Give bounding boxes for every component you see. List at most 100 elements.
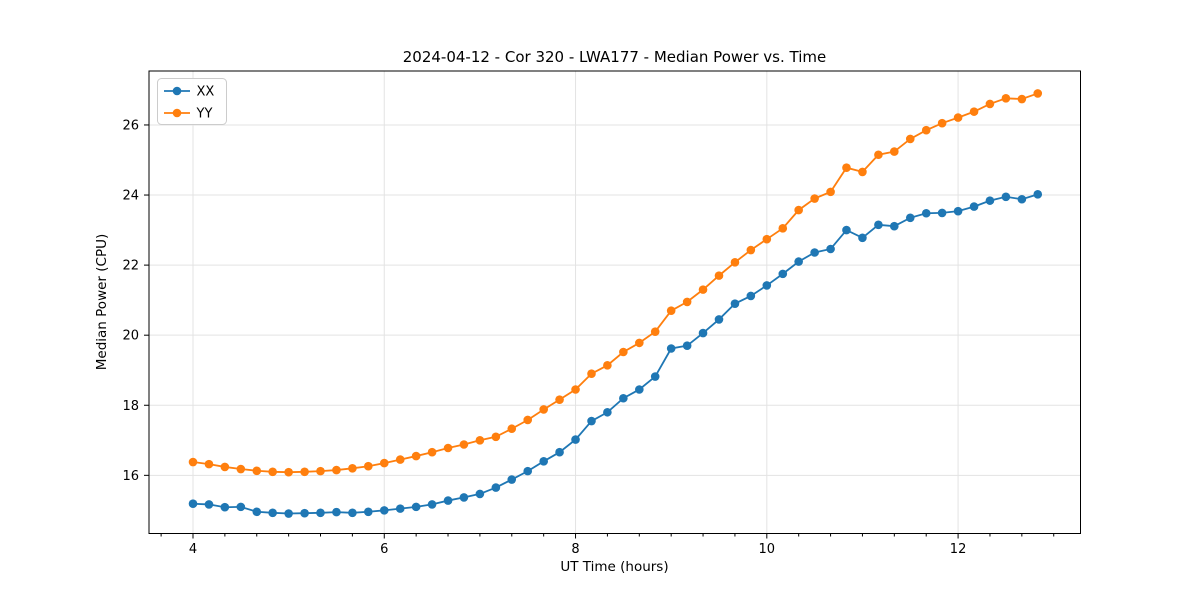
- data-point-xx: [220, 502, 230, 512]
- data-point-yy: [252, 466, 262, 476]
- data-point-yy: [762, 234, 772, 244]
- y-tick-label: 20: [122, 329, 139, 344]
- data-point-yy: [921, 125, 931, 135]
- x-axis-label: UT Time (hours): [560, 559, 668, 575]
- data-point-xx: [635, 385, 644, 394]
- y-tick-labels: 16 18 20 22 24 26: [122, 118, 139, 483]
- data-point-xx: [969, 202, 979, 211]
- data-point-yy: [953, 113, 963, 122]
- legend-label-xx: XX: [197, 85, 215, 100]
- data-point-xx: [379, 506, 389, 515]
- data-point-xx: [953, 206, 963, 216]
- data-point-xx: [475, 489, 485, 499]
- data-point-xx: [268, 508, 277, 518]
- data-point-xx: [603, 407, 612, 417]
- data-point-xx: [316, 508, 325, 518]
- y-tick-label: 24: [122, 189, 139, 204]
- data-point-yy: [332, 465, 341, 475]
- legend-item-yy: YY: [164, 107, 212, 122]
- data-point-xx: [619, 393, 628, 403]
- data-point-yy: [746, 245, 756, 255]
- x-tick-labels: 4 6 8 10 12: [189, 542, 967, 557]
- data-point-yy: [810, 194, 819, 203]
- data-point-xx: [571, 435, 580, 444]
- data-point-xx: [682, 341, 692, 350]
- data-point-xx: [985, 196, 995, 205]
- data-point-yy: [698, 285, 708, 294]
- y-axis-label: Median Power (CPU): [94, 234, 110, 370]
- data-point-xx: [794, 257, 803, 266]
- x-tick-label: 12: [950, 542, 967, 557]
- data-point-yy: [603, 361, 612, 370]
- series-xx-markers: [188, 190, 1043, 518]
- data-point-yy: [507, 424, 517, 434]
- series-xx-line: [192, 193, 1039, 515]
- data-point-xx: [921, 208, 931, 218]
- data-point-yy: [411, 451, 421, 461]
- data-point-xx: [650, 372, 660, 381]
- data-point-xx: [363, 507, 373, 517]
- data-point-xx: [858, 233, 867, 243]
- data-point-yy: [379, 458, 389, 468]
- data-point-yy: [587, 369, 596, 379]
- data-point-yy: [491, 432, 501, 442]
- data-point-yy: [635, 338, 644, 348]
- data-point-xx: [284, 509, 293, 518]
- data-point-xx: [762, 281, 772, 290]
- data-point-xx: [332, 507, 341, 517]
- data-point-xx: [810, 248, 819, 257]
- plot-border: [148, 70, 1081, 534]
- data-point-yy: [571, 385, 580, 394]
- data-point-yy: [188, 457, 198, 467]
- data-point-yy: [539, 405, 548, 414]
- data-point-xx: [1001, 192, 1011, 202]
- data-point-xx: [395, 504, 405, 513]
- series-yy-line: [192, 92, 1039, 474]
- legend-marker-yy: [172, 108, 182, 118]
- data-point-yy: [363, 461, 373, 471]
- data-point-yy: [858, 167, 867, 177]
- data-point-xx: [427, 500, 437, 509]
- data-point-yy: [619, 347, 628, 357]
- gridlines: [149, 71, 1081, 534]
- data-point-xx: [874, 220, 883, 230]
- data-point-xx: [666, 344, 676, 353]
- data-point-xx: [252, 507, 262, 517]
- x-tick-label: 4: [189, 542, 197, 557]
- data-point-yy: [826, 187, 835, 197]
- y-tick-label: 18: [122, 399, 139, 414]
- data-series: [188, 89, 1043, 518]
- data-point-yy: [682, 297, 692, 307]
- data-point-yy: [555, 395, 564, 404]
- x-tick-label: 8: [571, 542, 579, 557]
- legend-label-yy: YY: [196, 107, 213, 122]
- data-point-yy: [316, 466, 325, 476]
- data-point-xx: [555, 447, 564, 457]
- data-point-yy: [985, 99, 995, 109]
- data-point-yy: [284, 467, 293, 477]
- data-point-yy: [1001, 94, 1011, 103]
- data-point-yy: [443, 443, 453, 453]
- chart-title: 2024-04-12 - Cor 320 - LWA177 - Median P…: [403, 48, 827, 66]
- data-point-xx: [937, 208, 947, 218]
- data-point-xx: [587, 416, 596, 426]
- data-point-yy: [650, 327, 660, 336]
- data-point-xx: [889, 221, 899, 231]
- data-point-xx: [411, 502, 421, 512]
- legend-box: [157, 78, 227, 125]
- data-point-yy: [300, 467, 309, 477]
- y-tick-label: 16: [122, 469, 139, 484]
- x-tick-label: 6: [380, 542, 388, 557]
- data-point-yy: [236, 464, 246, 474]
- y-tick-label: 26: [122, 118, 139, 133]
- data-point-xx: [236, 502, 246, 512]
- data-point-xx: [778, 269, 788, 279]
- data-point-yy: [395, 455, 405, 464]
- data-point-xx: [905, 213, 915, 223]
- data-point-yy: [842, 163, 851, 173]
- data-point-yy: [523, 415, 533, 425]
- data-point-xx: [523, 466, 533, 476]
- data-point-yy: [427, 447, 437, 457]
- data-point-yy: [666, 306, 676, 315]
